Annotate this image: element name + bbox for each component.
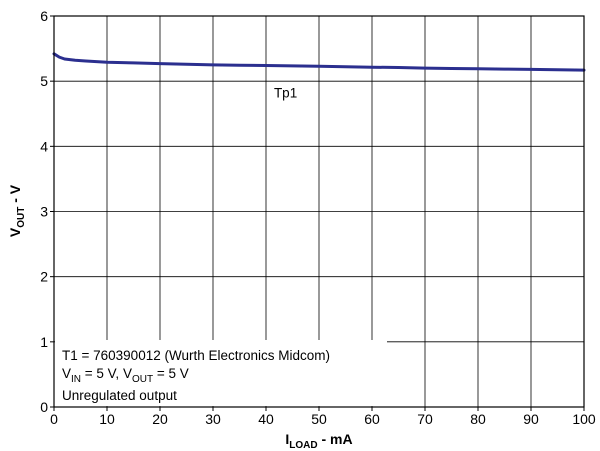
annotation-box [55, 340, 387, 406]
x-axis-symbol: I [285, 431, 289, 447]
y-tick-label: 6 [40, 8, 48, 24]
y-tick-label: 0 [40, 399, 48, 415]
y-tick-label: 2 [40, 269, 48, 285]
y-tick-labels: 0 1 2 3 4 5 6 [40, 8, 48, 415]
x-tick-label: 30 [205, 411, 221, 427]
series-line-tp1 [52, 52, 586, 72]
y-axis-title: VOUT - V [7, 184, 27, 237]
x-tick-label: 90 [523, 411, 539, 427]
y-tick-label: 5 [40, 73, 48, 89]
annotation-line-1: T1 = 760390012 (Wurth Electronics Midcom… [62, 348, 330, 363]
annotation-vout-value: = 5 V [153, 366, 189, 381]
x-tick-label: 20 [152, 411, 168, 427]
annotation-vin-symbol: V [62, 366, 71, 381]
annotation-vin-subscript: IN [71, 374, 81, 385]
x-tick-labels: 0 10 20 30 40 50 60 70 80 90 100 [50, 411, 596, 427]
x-axis-title: ILOAD - mA [285, 431, 352, 451]
y-axis-unit: - V [7, 184, 23, 206]
y-tick-label: 3 [40, 204, 48, 220]
annotation-line-3: Unregulated output [62, 388, 177, 403]
annotation-vout-subscript: OUT [132, 374, 153, 385]
x-tick-label: 40 [258, 411, 274, 427]
annotation-vout-symbol: V [123, 366, 132, 381]
x-axis-unit: - mA [318, 431, 353, 447]
y-axis-subscript: OUT [16, 207, 27, 228]
annotation-line-2: VIN = 5 V, VOUT = 5 V [62, 366, 189, 385]
x-tick-label: 60 [364, 411, 380, 427]
x-tick-label: 10 [99, 411, 115, 427]
series-layer [52, 52, 586, 72]
series-label: Tp1 [274, 85, 297, 100]
y-axis-symbol: V [7, 227, 23, 237]
x-tick-label: 70 [417, 411, 433, 427]
annotation-vin-value: = 5 V, [81, 366, 123, 381]
y-tick-label: 1 [40, 334, 48, 350]
x-tick-label: 80 [470, 411, 486, 427]
x-tick-label: 100 [572, 411, 596, 427]
x-axis-subscript: LOAD [289, 440, 317, 451]
x-tick-label: 50 [311, 411, 327, 427]
x-tick-label: 0 [50, 411, 58, 427]
y-tick-label: 4 [40, 138, 48, 154]
plot-frame [53, 15, 585, 408]
